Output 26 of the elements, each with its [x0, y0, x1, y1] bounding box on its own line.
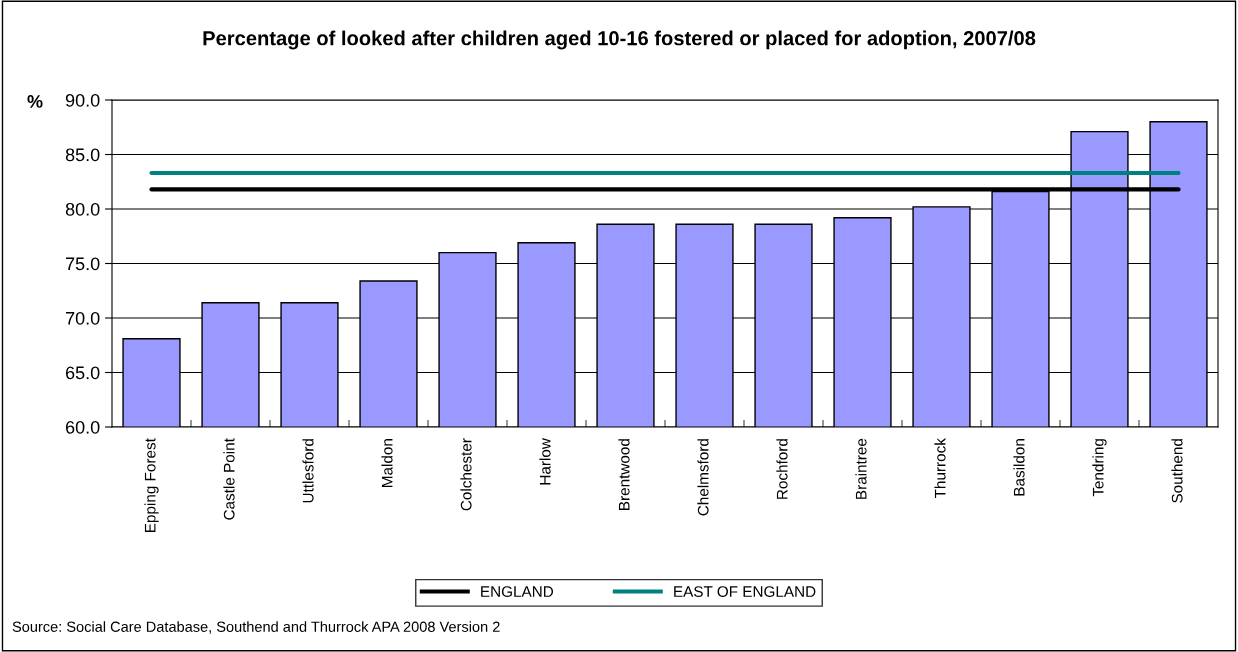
y-tick-label: 80.0: [65, 202, 100, 216]
y-tick-label: 70.0: [65, 311, 100, 325]
y-tick-label: 85.0: [65, 148, 100, 162]
x-tick-label: Braintree: [855, 438, 867, 499]
x-tick-label: Castle Point: [223, 438, 235, 520]
x-tick-label: Tendring: [1092, 439, 1107, 497]
legend-label: ENGLAND: [481, 586, 554, 597]
y-tick-label: 75.0: [65, 257, 100, 271]
x-tick-label: Colchester: [460, 438, 472, 511]
x-tick-label: Uttlesford: [302, 439, 314, 503]
legend-label: EAST OF ENGLAND: [674, 586, 816, 597]
x-tick-label: Maldon: [381, 439, 393, 487]
x-tick-label: Chelmsford: [697, 439, 709, 516]
y-tick-label: 60.0: [65, 420, 100, 434]
x-tick-label: Epping Forest: [144, 438, 159, 532]
source-note: Source: Social Care Database, Southend and Thurrock APA 2008 Version 2: [12, 621, 500, 634]
y-tick-label: 90.0: [65, 93, 100, 107]
x-tick-label: Brentwood: [618, 439, 630, 510]
x-tick-label: Rochford: [776, 439, 788, 499]
x-tick-label: Southend: [1171, 439, 1183, 503]
x-tick-label: Harlow: [539, 438, 551, 485]
chart-title: Percentage of looked after children aged 10-16 fostered or placed for adoption, 2007/08: [203, 30, 1036, 50]
y-tick-label: 65.0: [65, 366, 100, 380]
x-tick-label: Thurrock: [934, 438, 946, 499]
x-tick-label: Basildon: [1013, 439, 1025, 496]
y-axis-title: %: [27, 95, 43, 108]
